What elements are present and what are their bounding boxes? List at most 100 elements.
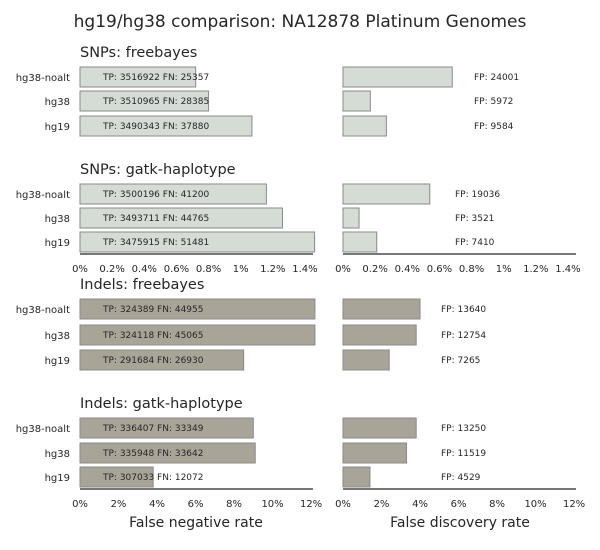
fp-data-label: FP: 7265 — [441, 356, 480, 366]
fn-rate-bar — [79, 183, 267, 205]
category-label: hg19 — [45, 122, 70, 133]
x-tick-label: 1% — [496, 264, 512, 275]
x-tick-label: 0.2% — [99, 264, 124, 275]
x-tick-label: 4% — [412, 499, 428, 510]
x-tick-label: 1% — [233, 264, 249, 275]
x-tick-label: 0% — [335, 264, 351, 275]
fdr-bar — [342, 115, 387, 137]
category-label: hg38-noalt — [16, 190, 70, 201]
x-tick-label: 12% — [300, 499, 322, 510]
x-tick-label: 12% — [563, 499, 585, 510]
fn-rate-bar — [79, 115, 253, 137]
fp-data-label: FP: 19036 — [455, 190, 500, 200]
x-tick-label: 2% — [111, 499, 127, 510]
x-tick-label: 0% — [72, 499, 88, 510]
bar-data-label: TP: 3493711 FN: 44765 — [102, 214, 209, 224]
bar-data-label: TP: 324118 FN: 45065 — [102, 331, 203, 341]
bar-data-label: TP: 324389 FN: 44955 — [102, 305, 203, 315]
x-tick-label: 1.4% — [292, 264, 317, 275]
fn-rate-bar — [79, 90, 210, 112]
fn-rate-bar — [79, 442, 256, 464]
panel-title: SNPs: gatk-haplotype — [80, 162, 236, 178]
x-tick-label: 10% — [524, 499, 546, 510]
fdr-bar — [342, 183, 431, 205]
x-tick-label: 0.8% — [459, 264, 484, 275]
category-label: hg38-noalt — [16, 73, 70, 84]
fdr-bar — [342, 417, 417, 439]
x-tick-label: 6% — [188, 499, 204, 510]
fn-rate-bar — [79, 207, 283, 229]
fn-rate-bar — [79, 324, 316, 346]
fdr-bar — [342, 466, 371, 488]
x-tick-label: 0.4% — [132, 264, 157, 275]
fp-data-label: FP: 4529 — [441, 473, 481, 483]
bar-data-label: TP: 291684 FN: 26930 — [102, 356, 204, 366]
x-tick-label: 0.6% — [427, 264, 452, 275]
fn-rate-bar — [79, 349, 245, 371]
fp-data-label: FP: 13640 — [441, 305, 486, 315]
bar-data-label: TP: 3475915 FN: 51481 — [102, 238, 209, 248]
fp-data-label: FP: 7410 — [455, 238, 495, 248]
x-axis-title-left: False negative rate — [129, 515, 263, 531]
bar-data-label: TP: 3490343 FN: 37880 — [102, 122, 209, 132]
fn-rate-bar — [79, 231, 316, 253]
category-label: hg19 — [45, 473, 70, 484]
x-tick-label: 0.4% — [395, 264, 420, 275]
category-label: hg38-noalt — [16, 305, 70, 316]
x-tick-label: 8% — [489, 499, 505, 510]
x-tick-label: 0.2% — [362, 264, 387, 275]
fdr-bar — [342, 231, 378, 253]
fp-data-label: FP: 12754 — [441, 331, 486, 341]
fn-rate-bar — [79, 66, 197, 88]
category-label: hg19 — [45, 238, 70, 249]
fp-data-label: FP: 13250 — [441, 424, 486, 434]
fp-data-label: FP: 3521 — [455, 214, 494, 224]
panel-title: SNPs: freebayes — [80, 45, 197, 61]
fn-rate-bar — [79, 466, 154, 488]
x-tick-label: 4% — [149, 499, 165, 510]
x-tick-label: 6% — [451, 499, 467, 510]
fdr-bar — [342, 66, 453, 88]
fdr-bar — [342, 442, 408, 464]
fn-rate-bar — [79, 298, 316, 320]
panel-title: Indels: freebayes — [80, 277, 204, 293]
x-tick-label: 1.2% — [260, 264, 285, 275]
panel-title: Indels: gatk-haplotype — [80, 396, 243, 412]
fp-data-label: FP: 24001 — [474, 73, 519, 83]
fdr-bar — [342, 207, 360, 229]
fdr-bar — [342, 90, 371, 112]
bar-data-label: TP: 307033 FN: 12072 — [102, 473, 203, 483]
category-label: hg38 — [45, 214, 70, 225]
x-tick-label: 1.2% — [523, 264, 548, 275]
x-tick-label: 0% — [335, 499, 351, 510]
fdr-bar — [342, 349, 390, 371]
bar-data-label: TP: 3516922 FN: 25357 — [102, 73, 209, 83]
bar-data-label: TP: 3510965 FN: 28385 — [102, 97, 209, 107]
category-label: hg38 — [45, 97, 70, 108]
bar-data-label: TP: 3500196 FN: 41200 — [102, 190, 209, 200]
bar-data-label: TP: 336407 FN: 33349 — [102, 424, 204, 434]
bar-data-label: TP: 335948 FN: 33642 — [102, 449, 203, 459]
fn-rate-bar — [79, 417, 254, 439]
fp-data-label: FP: 9584 — [474, 122, 514, 132]
x-tick-label: 1.4% — [555, 264, 580, 275]
x-tick-label: 10% — [261, 499, 283, 510]
x-tick-label: 2% — [374, 499, 390, 510]
category-label: hg38 — [45, 449, 70, 460]
fp-data-label: FP: 5972 — [474, 97, 513, 107]
category-label: hg19 — [45, 356, 70, 367]
x-tick-label: 0.6% — [164, 264, 189, 275]
x-axis-title-right: False discovery rate — [390, 515, 530, 531]
chart-title: hg19/hg38 comparison: NA12878 Platinum G… — [74, 12, 527, 32]
fp-data-label: FP: 11519 — [441, 449, 486, 459]
x-tick-label: 8% — [226, 499, 242, 510]
fdr-bar — [342, 324, 417, 346]
fdr-bar — [342, 298, 421, 320]
x-tick-label: 0.8% — [196, 264, 221, 275]
x-tick-label: 0% — [72, 264, 88, 275]
category-label: hg38-noalt — [16, 424, 70, 435]
category-label: hg38 — [45, 331, 70, 342]
panels: SNPs: freebayes hg38-noalt TP: 3516922 FN:… — [16, 45, 586, 510]
